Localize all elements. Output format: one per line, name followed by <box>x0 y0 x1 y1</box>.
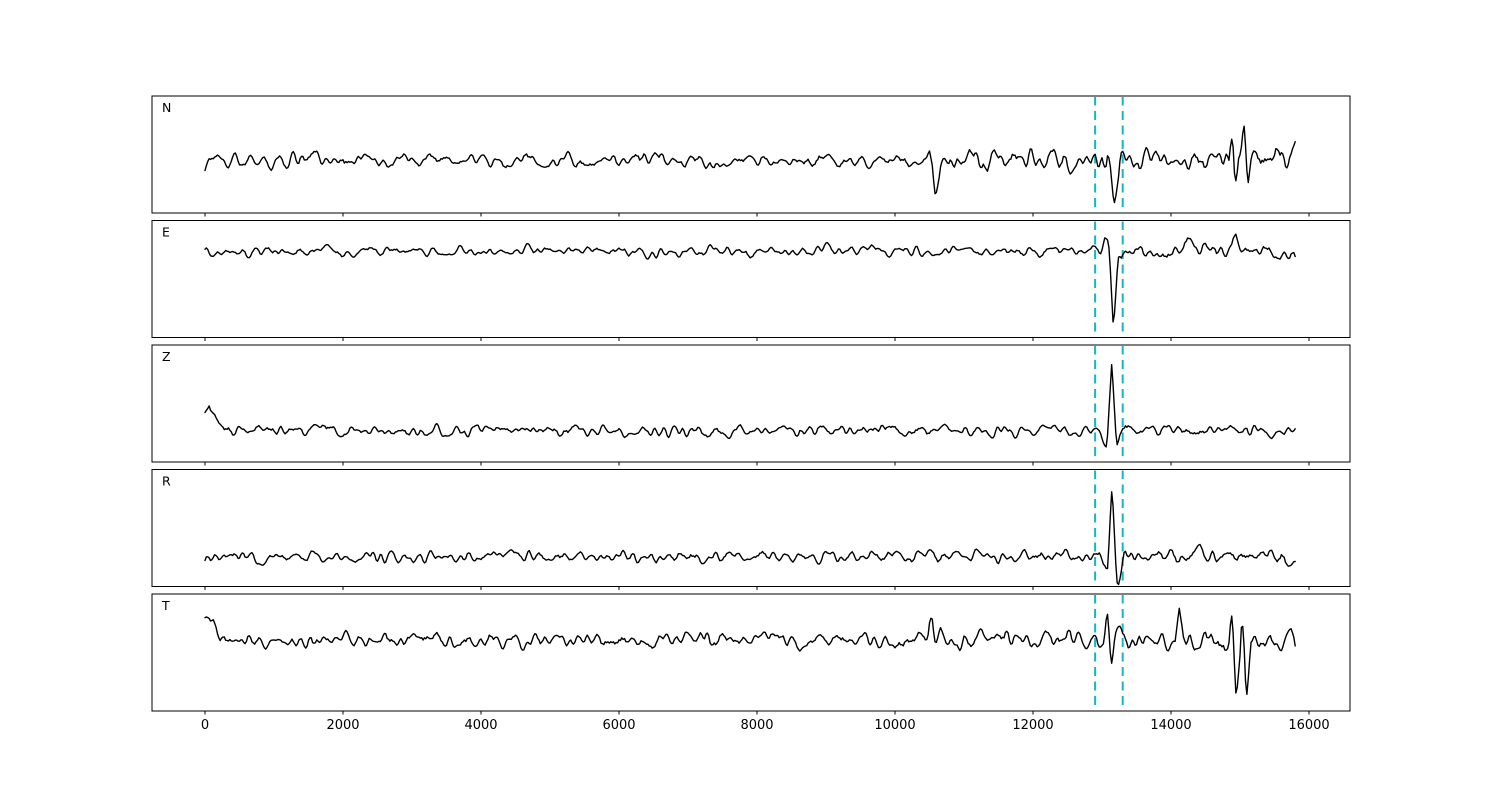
trace-Z <box>204 363 1296 448</box>
panel-label-E: E <box>162 225 170 240</box>
x-tick-label: 2000 <box>326 718 359 733</box>
panel-label-N: N <box>162 100 171 115</box>
panel-box <box>151 220 1351 338</box>
panel-R: R <box>151 469 1351 590</box>
panel-T: T 0 2000 4000 6000 8000 10000 12000 14000 16000 <box>151 593 1351 733</box>
trace-E <box>204 233 1296 323</box>
trace-N <box>204 125 1296 204</box>
panel-label-R: R <box>162 474 171 489</box>
panel-label-T: T <box>161 598 170 613</box>
x-tick-label: 10000 <box>874 718 915 733</box>
panel-box <box>151 344 1351 463</box>
x-tick-label: 14000 <box>1150 718 1191 733</box>
panel-N: N <box>151 95 1351 217</box>
panel-box <box>151 469 1351 587</box>
x-tick-label: 16000 <box>1288 718 1329 733</box>
panel-box <box>151 95 1351 214</box>
panel-Z: Z <box>151 344 1351 466</box>
trace-R <box>204 491 1296 586</box>
x-tick-label: 12000 <box>1012 718 1053 733</box>
x-tick-label: 8000 <box>740 718 773 733</box>
panel-box <box>151 593 1351 712</box>
trace-T <box>204 607 1296 696</box>
panel-label-Z: Z <box>162 349 171 364</box>
panel-E: E <box>151 220 1351 341</box>
x-tick-label: 0 <box>201 718 209 733</box>
x-tick-label: 4000 <box>464 718 497 733</box>
x-tick-label: 6000 <box>602 718 635 733</box>
